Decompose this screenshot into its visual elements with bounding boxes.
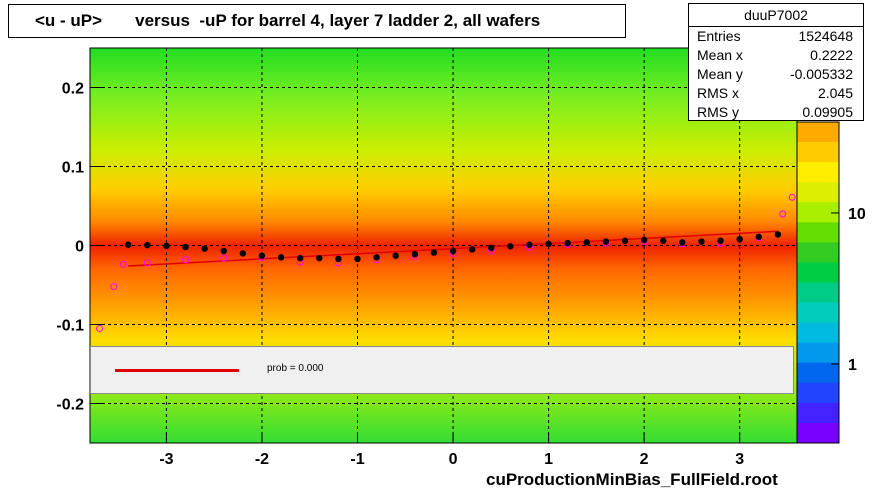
profile-point bbox=[602, 238, 610, 245]
stats-value: 0.09905 bbox=[802, 104, 853, 120]
color-scale-step bbox=[797, 302, 839, 324]
profile-point bbox=[335, 255, 342, 263]
profile-point bbox=[392, 252, 399, 259]
fit-legend: prob = 0.000 bbox=[90, 346, 794, 394]
profile-point bbox=[354, 255, 361, 263]
color-scale-step bbox=[797, 122, 839, 143]
x-tick-label: 1 bbox=[544, 451, 553, 468]
profile-point bbox=[755, 233, 762, 241]
plot-title: <u - uP> versus -uP for barrel 4, layer … bbox=[8, 4, 626, 38]
color-scale-tick-label: 1 bbox=[848, 357, 857, 374]
profile-point bbox=[698, 238, 705, 245]
profile-point bbox=[774, 231, 782, 238]
stats-row-mean-x: Mean x 0.2222 bbox=[689, 46, 863, 65]
profile-point bbox=[430, 249, 438, 256]
color-scale-step bbox=[797, 162, 839, 183]
profile-point bbox=[163, 242, 170, 250]
profile-point bbox=[373, 254, 380, 261]
profile-point bbox=[411, 250, 419, 258]
mean-point bbox=[119, 260, 127, 268]
color-scale-step bbox=[797, 342, 839, 364]
axes-layer: -3 -2 -1 0 1 2 3 -0.2 -0.1 0 0.1 0.2 bbox=[56, 81, 744, 469]
profile-point bbox=[526, 241, 533, 248]
stats-name: duuP7002 bbox=[689, 4, 863, 27]
stats-value: -0.005332 bbox=[789, 66, 853, 82]
color-scale-step bbox=[797, 222, 839, 243]
color-scale-step bbox=[797, 242, 839, 263]
color-scale-step bbox=[797, 422, 839, 444]
stats-value: 0.2222 bbox=[810, 47, 853, 63]
stats-value: 1524648 bbox=[798, 28, 853, 44]
profile-point bbox=[507, 243, 514, 250]
legend-prob-text: prob = 0.000 bbox=[267, 363, 324, 374]
profile-point bbox=[277, 254, 285, 261]
x-tick-label: -3 bbox=[159, 451, 173, 468]
profile-point bbox=[182, 243, 189, 251]
profile-point bbox=[564, 239, 571, 247]
profile-point bbox=[679, 239, 686, 246]
profile-point bbox=[220, 247, 227, 255]
y-tick-label: -0.2 bbox=[56, 397, 84, 414]
profile-point bbox=[239, 250, 247, 257]
color-scale-step bbox=[797, 382, 839, 404]
profile-point bbox=[660, 237, 667, 244]
stats-box: duuP7002 Entries 1524648 Mean x 0.2222 M… bbox=[688, 3, 864, 121]
stats-value: 2.045 bbox=[817, 85, 853, 101]
profile-point bbox=[296, 254, 304, 262]
y-tick-label: 0.1 bbox=[62, 160, 84, 177]
stats-row-entries: Entries 1524648 bbox=[689, 27, 863, 46]
profile-point bbox=[640, 236, 648, 244]
profile-point bbox=[258, 252, 266, 259]
profile-point bbox=[545, 240, 552, 248]
y-tick-label: -0.1 bbox=[56, 318, 84, 335]
stats-label: Entries bbox=[697, 28, 741, 44]
stats-row-mean-y: Mean y -0.005332 bbox=[689, 65, 863, 84]
x-tick-label: 0 bbox=[449, 451, 458, 468]
profile-point bbox=[125, 241, 132, 248]
profile-point bbox=[717, 237, 724, 244]
x-tick-label: -1 bbox=[350, 451, 364, 468]
color-scale: 1 10 bbox=[796, 121, 866, 444]
profile-point bbox=[488, 244, 495, 252]
color-scale-step bbox=[797, 142, 839, 163]
mean-point bbox=[96, 324, 104, 332]
stats-row-rms-x: RMS x 2.045 bbox=[689, 84, 863, 103]
profile-point bbox=[621, 237, 629, 244]
profile-layer bbox=[125, 231, 782, 263]
stats-row-rms-y: RMS y 0.09905 bbox=[689, 103, 863, 122]
profile-point bbox=[201, 245, 208, 252]
color-scale-step bbox=[797, 182, 839, 203]
y-tick-label: 0 bbox=[75, 239, 84, 256]
profile-point bbox=[736, 235, 743, 243]
mean-point bbox=[110, 283, 118, 291]
profile-point bbox=[583, 239, 591, 246]
x-tick-label: 2 bbox=[640, 451, 649, 468]
stats-label: Mean y bbox=[697, 66, 743, 82]
profile-point bbox=[468, 246, 476, 253]
legend-fit-line bbox=[115, 369, 239, 372]
color-scale-step bbox=[797, 282, 839, 304]
color-scale-tick-label: 10 bbox=[848, 206, 866, 223]
x-tick-label: 3 bbox=[735, 451, 744, 468]
y-tick-label: 0.2 bbox=[62, 81, 84, 98]
stats-label: Mean x bbox=[697, 47, 743, 63]
color-scale-step bbox=[797, 402, 839, 424]
mean-point bbox=[788, 193, 796, 201]
profile-point bbox=[449, 247, 457, 255]
grid-lines bbox=[90, 48, 797, 443]
color-scale-step bbox=[797, 322, 839, 344]
footer-filename: cuProductionMinBias_FullField.root bbox=[486, 470, 778, 489]
profile-point bbox=[316, 254, 323, 262]
x-tick-label: -2 bbox=[255, 451, 269, 468]
stats-label: RMS x bbox=[697, 85, 739, 101]
color-scale-step bbox=[797, 202, 839, 223]
mean-point bbox=[220, 254, 228, 262]
color-scale-step bbox=[797, 362, 839, 384]
mean-point bbox=[182, 256, 190, 264]
mean-point bbox=[143, 259, 151, 267]
stats-label: RMS y bbox=[697, 104, 739, 120]
mean-point bbox=[779, 210, 787, 218]
profile-point bbox=[144, 241, 151, 249]
color-scale-step bbox=[797, 262, 839, 283]
